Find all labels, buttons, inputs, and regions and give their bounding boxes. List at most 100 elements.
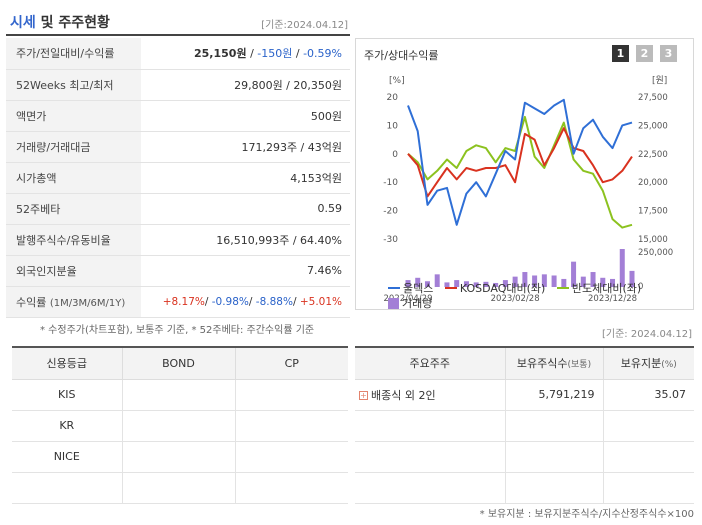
quote-label: 시가총액 [6,162,141,194]
table-row [12,472,348,504]
quote-value: 4,153억원 [141,162,350,194]
volume-bar [522,272,528,287]
volume-bar [561,278,567,287]
volume-bar [590,272,596,287]
quote-label: 52Weeks 최고/최저 [6,69,141,101]
x-tick-label: 2023/12/28 [588,294,637,304]
quote-value: 16,510,993주 / 64.40% [141,224,350,256]
table-cell [355,441,506,473]
column-header: 신용등급 [12,346,123,380]
expand-plus-icon[interactable]: + [359,391,368,400]
volume-tick-label: 250,000 [638,248,673,258]
volume-bar [444,282,450,287]
quote-label: 수익률 (1M/3M/6M/1Y) [6,286,141,318]
series-line [407,127,633,198]
stock-chart: [%] [원] 20 10 0 -10 -20 -30 27,500 25,000 22,50… [383,75,673,304]
table-cell: NICE [12,441,123,473]
quote-footnote: * 수정주가(차트포함), 보통주 기준, * 52주베타: 주간수익률 기준 [40,325,315,336]
table-header-row: 신용등급 BOND CP [12,346,348,380]
table-cell [235,379,348,411]
quote-row: 외국인지분율 7.46% [6,255,350,287]
right-tick-label: 27,500 [638,93,668,103]
legend-item: 거래량 [388,296,432,311]
volume-bar [463,281,469,287]
chart-panel: 주가/상대수익률 1 2 3 [%] [원] 20 10 0 -10 -20 -30 27… [355,38,694,310]
left-tick-label: -20 [383,207,398,217]
quote-row: 거래량/거래대금 171,293주 / 43억원 [6,131,350,163]
quote-value: 29,800원 / 20,350원 [141,69,350,101]
right-axis-unit: [원] [652,75,667,86]
quote-row: 52Weeks 최고/최저 29,800원 / 20,350원 [6,69,350,101]
quote-value: 7.46% [141,255,350,287]
table-row: NICE [12,441,348,473]
quote-row: 발행주식수/유동비율 16,510,993주 / 64.40% [6,224,350,256]
table-cell: 5,791,219 [505,379,604,411]
table-row: KIS [12,379,348,411]
right-tick-label: 22,500 [638,150,668,160]
table-cell [235,472,348,504]
table-row [355,441,694,473]
holders-footnote: * 보유지분 : 보유지분주식수/지수산정주식수×100 [479,509,694,520]
volume-bar [600,277,606,287]
section-title: 시세 및 주주현황 [10,15,110,31]
quote-row: 52주베타 0.59 [6,193,350,225]
series-line [407,98,633,226]
legend-swatch [556,287,569,289]
volume-bar [502,280,508,287]
quote-label: 거래량/거래대금 [6,131,141,163]
holder-name-cell[interactable]: + 배종식 외 2인 [355,379,506,411]
quote-table: 주가/전일대비/수익률 25,150원 / -150원 / -0.59% 52W… [6,38,350,318]
table-cell [122,379,236,411]
chart-title: 주가/상대수익률 [364,49,439,62]
table-cell [122,441,236,473]
left-axis-unit: [%] [389,76,405,86]
table-cell [603,410,694,442]
right-tick-label: 25,000 [638,121,668,131]
volume-bar [532,275,538,287]
table-cell [355,410,506,442]
section-header: 시세 및 주주현황 [기준:2024.04.12] [6,6,350,36]
legend-swatch [388,297,399,309]
right-tick-label: 17,500 [638,207,668,217]
x-tick-label: 2023/02/28 [491,294,540,304]
quote-label: 액면가 [6,100,141,132]
legend-swatch [388,287,400,289]
left-tick-label: 20 [387,93,399,103]
volume-bar [619,249,625,287]
chart-page-3-button[interactable]: 3 [660,45,677,62]
volume-bar [415,277,421,287]
quote-label: 52주베타 [6,193,141,225]
volume-bar [571,261,577,287]
quote-row: 액면가 500원 [6,100,350,132]
table-row [355,472,694,504]
table-cell [235,441,348,473]
right-tick-label: 20,000 [638,178,668,188]
column-header: CP [235,346,348,380]
chart-legend: 울덱스 KOSDAQ대비(좌) 반도체대비(좌) 거래량 [388,279,688,312]
table-cell [603,472,694,504]
volume-bar [629,270,635,287]
table-cell [505,472,604,504]
volume-bar [424,281,430,287]
left-tick-label: -10 [383,178,398,188]
table-cell [505,410,604,442]
table-cell [122,410,236,442]
table-cell [355,472,506,504]
table-header-row: 주요주주 보유주식수(보통) 보유지분(%) [355,346,694,380]
column-header: BOND [122,346,236,380]
table-cell: KIS [12,379,123,411]
volume-bar [580,276,586,287]
volume-bar [493,282,499,287]
column-header: 보유주식수(보통) [505,346,604,380]
left-tick-label: 10 [387,121,399,131]
volume-bar [454,280,460,287]
volume-tick-label: 0 [638,282,643,292]
table-row: KR [12,410,348,442]
volume-bar [610,278,616,287]
legend-item: 반도체대비(좌) [556,281,641,296]
chart-page-2-button[interactable]: 2 [636,45,653,62]
volume-bar [405,280,411,287]
volume-bar [551,275,557,287]
chart-page-1-button[interactable]: 1 [612,45,629,62]
legend-item: KOSDAQ대비(좌) [444,281,545,296]
